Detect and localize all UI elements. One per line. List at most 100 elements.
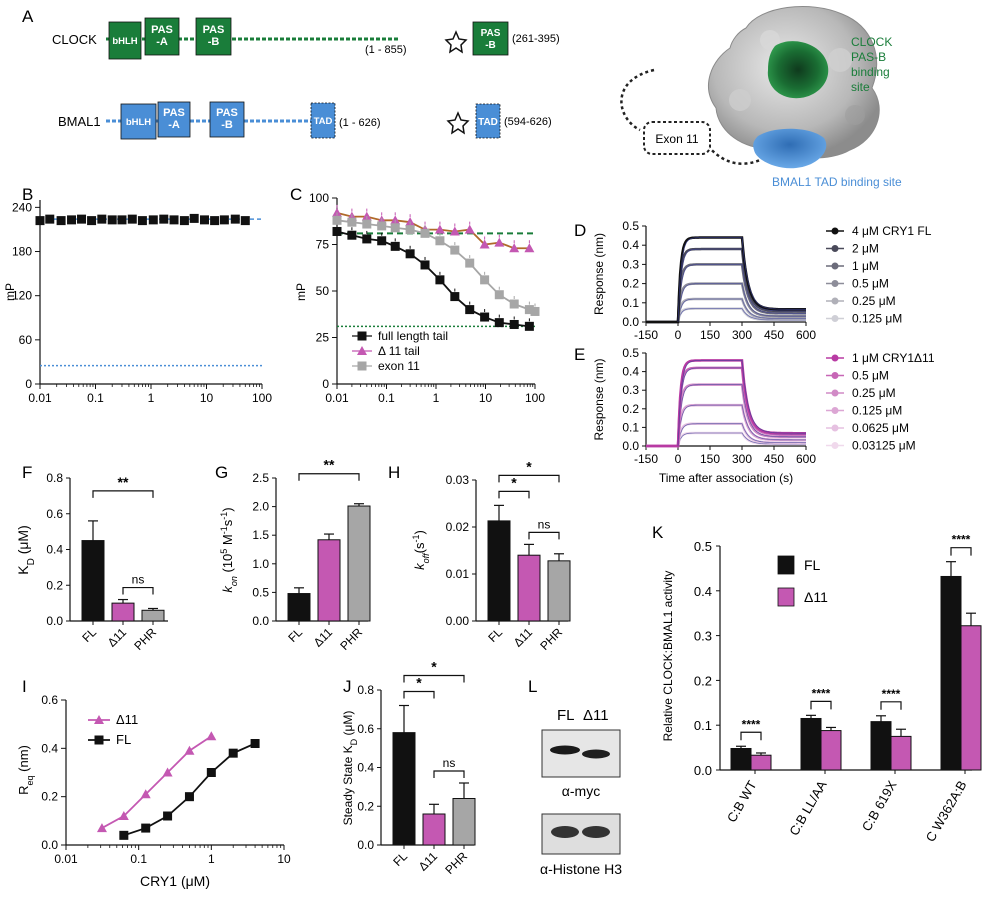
legend-label: 0.25 μM: [852, 386, 896, 400]
fit-curve: [677, 237, 806, 323]
bmal1-domain-label: bHLH: [126, 117, 151, 128]
bar-FL: [81, 540, 105, 622]
y-tick-label: 0.4: [622, 365, 639, 379]
x-tick-label: PHR: [131, 625, 159, 653]
bar-Δ11: [422, 813, 446, 846]
panel-l: L FL Δ11 α-myc α-Histone H3: [528, 677, 622, 877]
bar-PHR: [141, 609, 165, 622]
clock-site-label: CLOCK PAS-B binding site: [851, 35, 892, 94]
legend-marker: [831, 354, 839, 362]
significance-bracket: [122, 586, 154, 595]
data-point: [464, 224, 475, 234]
y-axis-label: Response (nm): [592, 233, 606, 315]
exon11-label: Exon 11: [655, 132, 698, 146]
data-point: [449, 226, 460, 236]
data-point: [435, 275, 445, 285]
y-tick-label: 75: [316, 238, 330, 252]
y-axis-label: kon (105 M-1s-1): [219, 507, 239, 592]
data-point: [405, 225, 415, 235]
clock-domain-label: PAS -B: [203, 24, 225, 48]
data-point: [509, 243, 520, 253]
legend-label: Δ 11 tail: [378, 344, 420, 358]
x-tick-label: FL: [79, 625, 99, 645]
y-axis-label: mP: [3, 283, 17, 301]
bmal1-fragment-label: TAD: [478, 117, 498, 128]
x-tick-label: Δ11: [416, 849, 441, 874]
bmal1-domains: bHLH PAS -A PAS -B TAD: [120, 101, 336, 140]
x-tick-label: 450: [764, 452, 784, 466]
x-tick-label: C W362A:B: [923, 778, 970, 844]
clock-domain-label: bHLH: [112, 36, 137, 47]
data-point: [347, 230, 357, 240]
legend-marker: [831, 315, 839, 322]
x-tick-label: C:B WT: [724, 778, 760, 825]
data-point: [405, 249, 415, 259]
legend-marker: [831, 407, 839, 414]
significance-bracket: [498, 474, 560, 483]
panel-label-i: I: [22, 677, 27, 696]
data-point: [141, 823, 151, 833]
data-point: [347, 217, 357, 227]
bar-FL: [870, 721, 892, 771]
star-icon: [444, 30, 468, 54]
panel-b: 0.01 0.1 1 10 100 0 60 120 180 240 mP: [3, 200, 272, 405]
data-point: [450, 245, 460, 255]
data-point: [240, 216, 250, 226]
y-tick-label: 240: [12, 200, 32, 214]
bmal1-domain-label: TAD: [314, 116, 333, 127]
significance-bracket: [403, 690, 435, 699]
data-point: [230, 214, 240, 224]
data-point: [509, 299, 519, 309]
legend-label: 2 μM: [852, 242, 879, 256]
fit-curve: [677, 308, 806, 323]
y-tick-label: 0.1: [622, 420, 639, 434]
data-point: [169, 215, 179, 225]
tail-path: [620, 68, 655, 132]
panel-k: 0.0 0.1 0.2 0.3 0.4 0.5 Relative CLOCK:BMAL1 a…: [661, 533, 982, 844]
y-tick-label: 2.5: [252, 471, 269, 485]
data-point: [35, 216, 45, 226]
significance-bracket: [403, 674, 465, 683]
significance-label: ns: [538, 517, 551, 531]
data-point: [434, 224, 445, 234]
x-tick-label: FL: [285, 625, 305, 645]
y-tick-label: 0.0: [357, 838, 374, 852]
y-tick-label: 60: [19, 333, 33, 347]
data-point: [137, 216, 147, 226]
panel-label-d: D: [574, 221, 586, 240]
data-point: [189, 213, 199, 223]
panel-label-j: J: [343, 677, 352, 696]
significance-bracket: [433, 770, 465, 778]
y-tick-label: 0.3: [694, 629, 712, 644]
x-tick-label: C:B LL/AA: [786, 778, 830, 838]
x-tick-label: Δ11: [511, 625, 536, 650]
y-tick-label: 100: [309, 191, 329, 205]
legend-label: FL: [116, 732, 131, 747]
bmal1-domain-1: [157, 101, 191, 138]
x-tick-label: FL: [485, 625, 505, 645]
legend-marker: [831, 245, 839, 252]
legend-label: 0.25 μM: [852, 294, 896, 308]
data-point: [148, 215, 158, 225]
data-point: [362, 219, 372, 229]
data-point: [465, 258, 475, 268]
data-point: [524, 321, 534, 331]
data-point: [159, 214, 169, 224]
significance-bracket: [950, 547, 972, 556]
clock-domain-0: [108, 21, 142, 60]
y-tick-label: 2.0: [252, 500, 269, 514]
significance-label: *: [526, 458, 532, 474]
x-tick-label: 10: [200, 391, 214, 405]
legend-marker: [831, 372, 839, 379]
y-tick-label: 0.0: [46, 614, 63, 628]
y-tick-label: 0.2: [694, 673, 712, 688]
significance-label: *: [431, 659, 437, 675]
data-point: [140, 789, 151, 799]
data-point: [524, 305, 534, 315]
x-tick-label: 150: [700, 452, 720, 466]
legend-swatch: [777, 587, 795, 607]
panel-label-c: C: [290, 185, 302, 204]
bar-FL: [287, 593, 311, 622]
bmal1-domain-label: PAS -B: [216, 107, 238, 131]
data-point: [67, 215, 77, 225]
